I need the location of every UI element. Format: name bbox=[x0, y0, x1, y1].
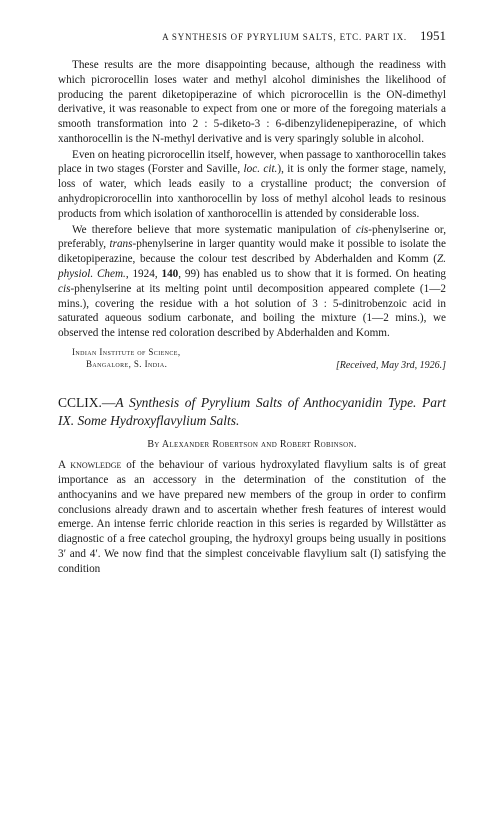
paragraph-3: We therefore believe that more systemati… bbox=[58, 223, 446, 341]
author-2: Robert Robinson. bbox=[280, 439, 357, 450]
running-head-text: A SYNTHESIS OF PYRYLIUM SALTS, ETC. PART… bbox=[162, 32, 407, 42]
article-title: CCLIX.—A Synthesis of Pyrylium Salts of … bbox=[58, 394, 446, 432]
article-paragraph-1: A knowledge of the behaviour of various … bbox=[58, 458, 446, 576]
received-date: [Received, May 3rd, 1926.] bbox=[336, 359, 446, 372]
author-1: Alexander Robertson bbox=[162, 439, 258, 450]
section-divider bbox=[58, 372, 446, 394]
affiliation-block: Indian Institute of Science, Bangalore, … bbox=[58, 347, 446, 372]
affiliation-line-1: Indian Institute of Science, bbox=[58, 347, 446, 359]
paragraph-1: These results are the more disappointing… bbox=[58, 58, 446, 147]
affiliation-line-2: Bangalore, S. India. bbox=[58, 359, 167, 372]
byline: By Alexander Robertson and Robert Robins… bbox=[58, 439, 446, 450]
page: A SYNTHESIS OF PYRYLIUM SALTS, ETC. PART… bbox=[0, 0, 500, 598]
paragraph-2: Even on heating picrorocellin itself, ho… bbox=[58, 148, 446, 222]
running-head: A SYNTHESIS OF PYRYLIUM SALTS, ETC. PART… bbox=[58, 28, 446, 44]
page-number: 1951 bbox=[420, 28, 446, 43]
